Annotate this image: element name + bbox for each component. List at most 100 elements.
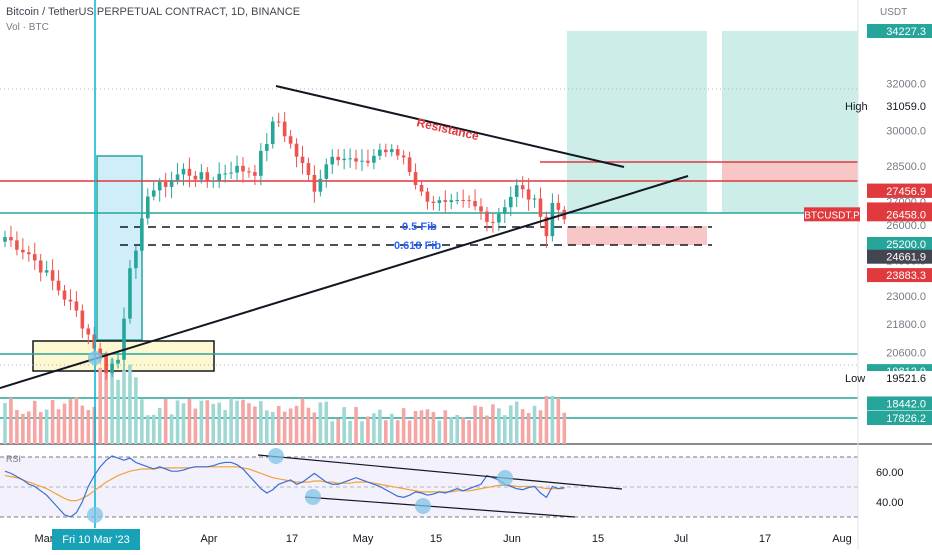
candle: [128, 260, 132, 324]
volume-bar: [56, 409, 61, 444]
volume-bar: [413, 411, 418, 444]
candle-body: [146, 196, 150, 219]
candle: [336, 149, 340, 166]
volume-bar: [407, 420, 412, 444]
volume-bar: [169, 414, 174, 444]
candle-body: [32, 254, 37, 261]
candle-body: [276, 121, 281, 123]
price-tick-label: 30000.0: [886, 126, 926, 138]
candle: [294, 138, 299, 168]
volume-bar: [3, 403, 7, 444]
candle-body: [235, 165, 239, 173]
rsi-line: [4, 455, 565, 518]
candle: [68, 289, 73, 311]
volume-bar: [330, 421, 335, 444]
candle: [163, 172, 168, 198]
long-position-loss-zone: [567, 226, 707, 245]
price-label-prefix: High: [845, 101, 868, 113]
volume-bar: [514, 401, 519, 444]
candle-body: [532, 198, 537, 200]
candle: [300, 145, 305, 175]
time-tick-label: Apr: [200, 533, 217, 545]
time-tick-label: May: [353, 533, 374, 545]
candle-body: [229, 172, 233, 174]
volume-bar: [437, 420, 442, 444]
volume-bar: [104, 357, 108, 444]
volume-bar: [247, 403, 251, 444]
time-tick-label: Mar: [35, 533, 54, 545]
candle: [86, 324, 91, 345]
price-label-text: 17826.2: [886, 413, 926, 425]
candle-body: [556, 202, 561, 210]
long-position-loss-zone-2: [722, 162, 858, 181]
volume-bar: [366, 416, 370, 444]
price-tick-label: 23000.0: [886, 291, 926, 303]
volume-bar: [15, 410, 19, 444]
candle: [199, 164, 204, 184]
candle-body: [550, 202, 555, 237]
volume-bar: [151, 414, 156, 444]
price-label-text: 25200.0: [886, 239, 926, 251]
candle-body: [27, 252, 31, 255]
background-layer: [0, 31, 858, 517]
candle: [205, 167, 210, 188]
candle-body: [520, 185, 525, 190]
candle-body: [247, 171, 251, 173]
candle-body: [443, 200, 448, 203]
volume-bar: [187, 398, 192, 444]
candle: [354, 149, 358, 170]
candle: [122, 307, 126, 371]
volume-bar: [74, 396, 79, 444]
volume-bar: [288, 408, 293, 444]
candle-body: [503, 207, 507, 214]
candle-body: [3, 237, 7, 242]
fib-05-label: 0.5 Fib: [402, 221, 437, 233]
candle-body: [15, 240, 19, 250]
candle: [491, 213, 495, 233]
candle-body: [407, 157, 412, 173]
candle: [437, 196, 442, 212]
candles: [3, 112, 567, 380]
rsi-pivot-marker: [497, 470, 513, 486]
candle-body: [134, 250, 138, 269]
fib-0618-label: 0.618 Fib: [394, 240, 441, 252]
candle-body: [538, 198, 543, 217]
candle-body: [312, 174, 317, 192]
price-label-badge: [867, 249, 932, 264]
time-tick-label: Aug: [832, 533, 852, 545]
volume-bar: [253, 406, 257, 444]
candle: [526, 178, 531, 211]
price-label-badge: [867, 98, 932, 113]
crosshair-date-badge: [52, 529, 140, 550]
candle-body: [270, 121, 275, 145]
candle: [223, 164, 227, 183]
volume-bar: [241, 399, 245, 444]
price-label-text: 27456.9: [886, 186, 926, 198]
candle: [235, 155, 239, 182]
candle: [384, 143, 388, 158]
candle-body: [342, 158, 346, 161]
volume-bar: [27, 411, 31, 444]
volume-bar: [526, 413, 531, 444]
volume-bar: [146, 415, 150, 444]
candle: [413, 163, 418, 190]
candle-body: [455, 200, 459, 202]
candle-body: [473, 200, 477, 207]
volume-bar: [324, 401, 329, 444]
volume-bar: [157, 407, 162, 444]
candle-body: [21, 249, 25, 253]
candle: [407, 151, 412, 176]
price-tick-label: 20600.0: [886, 348, 926, 360]
volume-bar: [294, 405, 299, 444]
volume-bar: [270, 411, 275, 444]
resistance-label: Resistance: [415, 115, 480, 143]
volume-bar: [122, 369, 126, 444]
candle-body: [324, 164, 329, 179]
candle-body: [205, 172, 210, 181]
candle-body: [80, 310, 85, 329]
candle-body: [497, 213, 501, 223]
time-tick-label: 15: [592, 533, 604, 545]
candle-body: [199, 172, 204, 180]
